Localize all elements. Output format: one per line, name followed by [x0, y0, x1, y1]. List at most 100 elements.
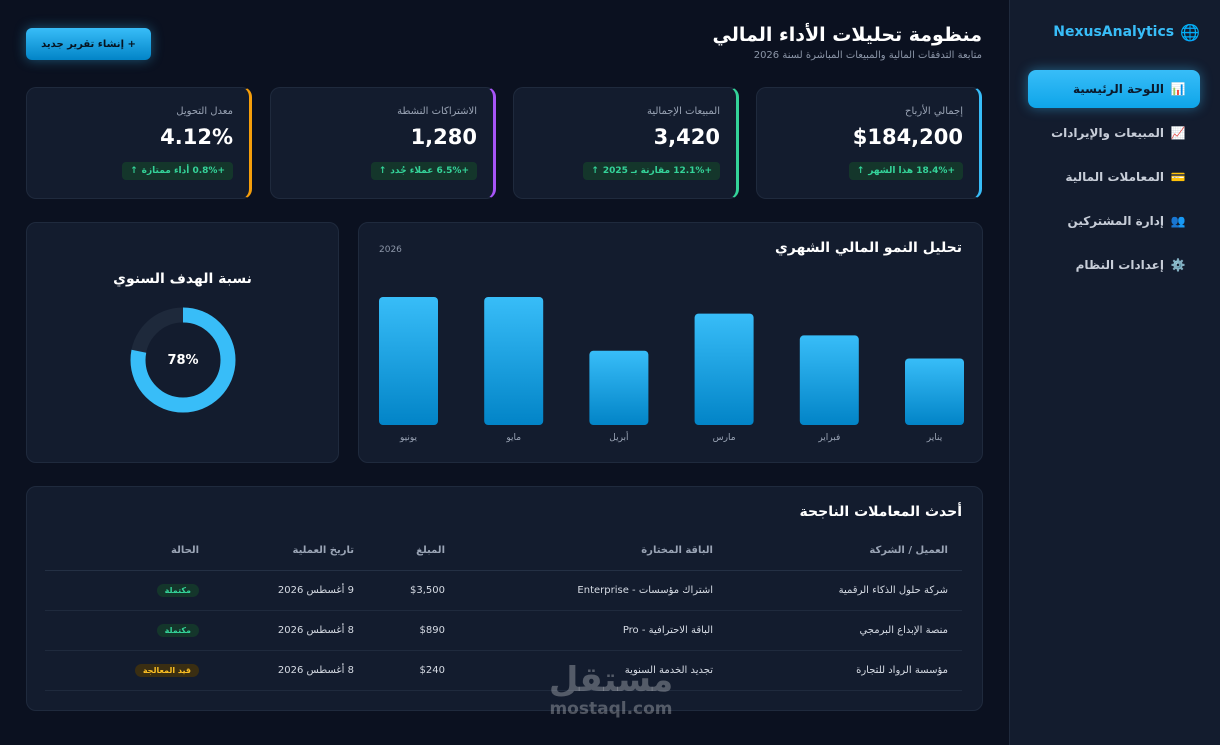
sidebar: NexusAnalytics 🌐 📊 اللوحة الرئيسية 📈 الم… — [1009, 0, 1220, 745]
cell-client: شركة حلول الذكاء الرقمية — [727, 570, 962, 611]
watermark-url: mostaql.com — [549, 699, 673, 719]
cell-date: 9 أغسطس 2026 — [213, 570, 368, 611]
bar-3[interactable] — [694, 313, 754, 425]
bar-5[interactable] — [484, 297, 544, 425]
sidebar-item-label: إدارة المشتركين — [1067, 214, 1164, 228]
bar-1[interactable] — [905, 358, 964, 425]
table-row[interactable]: مؤسسة الرواد للتجارة تجديد الخدمة السنوي… — [45, 650, 962, 691]
kpi-label: المبيعات الإجمالية — [646, 106, 720, 117]
x-tick-label: يونيو — [399, 433, 418, 443]
arrow-up-icon: ↑ — [130, 166, 138, 176]
kpi-trend-badge: +12.1% مقارنة بـ 2025 ↑ — [583, 162, 720, 180]
cell-amount: $890 — [368, 610, 459, 651]
goal-percent: 78% — [167, 352, 199, 368]
kpi-trend-badge: +18.4% هذا الشهر ↑ — [848, 162, 963, 180]
x-tick-label: أبريل — [609, 431, 628, 443]
table-row[interactable]: شركة حلول الذكاء الرقمية اشتراك مؤسسات -… — [45, 570, 962, 611]
sidebar-item-transactions[interactable]: 💳 المعاملات المالية — [1028, 158, 1200, 196]
kpi-badge-text: +18.4% هذا الشهر — [868, 166, 955, 176]
cell-amount: $240 — [368, 650, 459, 691]
cell-amount: $3,500 — [368, 570, 459, 611]
sidebar-item-label: اللوحة الرئيسية — [1072, 82, 1164, 96]
bar-4[interactable] — [589, 350, 649, 425]
sidebar-item-subscribers[interactable]: 👥 إدارة المشتركين — [1028, 202, 1200, 240]
table-title: أحدث المعاملات الناجحة — [799, 504, 962, 520]
x-tick-label: فبراير — [817, 433, 840, 443]
kpi-card-subscriptions: الاشتراكات النشطة 1,280 +6.5% عملاء جُدد… — [270, 87, 496, 199]
page-title: منظومة تحليلات الأداء المالي — [712, 24, 982, 46]
sidebar-item-dashboard[interactable]: 📊 اللوحة الرئيسية — [1028, 70, 1200, 108]
arrow-up-icon: ↑ — [591, 166, 599, 176]
table-row[interactable]: منصة الإبداع البرمجي الباقة الاحترافية -… — [45, 610, 962, 651]
bar-6[interactable] — [379, 297, 438, 425]
watermark-logo: مستقل mostaql.com — [536, 660, 686, 718]
goal-title: نسبة الهدف السنوي — [113, 271, 252, 287]
kpi-value: 3,420 — [653, 125, 720, 149]
kpi-label: معدل التحويل — [176, 106, 233, 117]
cell-plan: اشتراك مؤسسات - Enterprise — [459, 570, 727, 611]
kpi-value: 4.12% — [160, 125, 233, 149]
goal-donut-chart — [130, 307, 236, 413]
recent-transactions-card: أحدث المعاملات الناجحة العميل / الشركة ا… — [26, 486, 983, 711]
arrow-up-icon: ↑ — [856, 166, 865, 176]
gear-icon: ⚙️ — [1170, 258, 1186, 272]
column-header-amount: المبلغ — [368, 532, 459, 571]
donut-progress-arc — [130, 307, 236, 413]
kpi-value: $184,200 — [852, 125, 963, 149]
trend-up-icon: 📈 — [1170, 126, 1186, 140]
x-tick-label: يناير — [926, 433, 943, 443]
cell-date: 8 أغسطس 2026 — [213, 610, 368, 651]
column-header-date: تاريخ العملية — [213, 532, 368, 571]
cell-plan: الباقة الاحترافية - Pro — [459, 610, 727, 651]
new-report-button[interactable]: + إنشاء تقرير جديد — [26, 28, 151, 60]
kpi-card-conversion: معدل التحويل 4.12% +0.8% أداء ممتازة ↑ — [26, 87, 252, 199]
status-badge: مكتملة — [156, 583, 199, 597]
watermark-arabic: مستقل — [548, 660, 674, 700]
kpi-card-sales: المبيعات الإجمالية 3,420 +12.1% مقارنة ب… — [513, 87, 739, 199]
brand-name: NexusAnalytics — [1053, 24, 1175, 40]
status-badge: قيد المعالجة — [134, 663, 199, 677]
column-header-status: الحالة — [45, 532, 213, 571]
sidebar-nav: 📊 اللوحة الرئيسية 📈 المبيعات والإيرادات … — [1028, 70, 1200, 290]
credit-card-icon: 💳 — [1170, 170, 1186, 184]
sidebar-item-label: إعدادات النظام — [1075, 258, 1164, 272]
page-subtitle: متابعة التدفقات المالية والمبيعات المباش… — [753, 50, 982, 61]
monthly-growth-chart: يناير فبراير مارس أبريل مايو يونيو تحليل النم… — [358, 222, 983, 463]
kpi-card-profits: إجمالي الأرباح $184,200 +18.4% هذا الشهر… — [756, 87, 982, 199]
table-header-row: العميل / الشركة الباقة المختارة المبلغ ت… — [45, 532, 962, 571]
bar-chart-icon: 📊 — [1170, 82, 1186, 96]
kpi-value: 1,280 — [410, 125, 477, 149]
brand-logo[interactable]: NexusAnalytics 🌐 — [1053, 20, 1200, 44]
sidebar-item-sales[interactable]: 📈 المبيعات والإيرادات — [1028, 114, 1200, 152]
kpi-trend-badge: +0.8% أداء ممتازة ↑ — [122, 162, 233, 180]
transactions-table: العميل / الشركة الباقة المختارة المبلغ ت… — [45, 532, 962, 691]
bar-2[interactable] — [799, 335, 859, 425]
kpi-badge-text: +0.8% أداء ممتازة — [141, 166, 225, 176]
sidebar-item-label: المبيعات والإيرادات — [1051, 126, 1164, 140]
cell-status: مكتملة — [45, 610, 213, 651]
arrow-up-icon: ↑ — [378, 166, 387, 176]
users-icon: 👥 — [1170, 214, 1186, 228]
kpi-label: الاشتراكات النشطة — [397, 106, 477, 117]
cell-status: مكتملة — [45, 570, 213, 611]
x-tick-label: مايو — [505, 433, 521, 443]
bar-chart-svg: يناير فبراير مارس أبريل مايو يونيو — [379, 297, 964, 443]
status-badge: مكتملة — [156, 623, 199, 637]
sidebar-item-label: المعاملات المالية — [1065, 170, 1164, 184]
chart-title: تحليل النمو المالي الشهري — [774, 240, 962, 256]
cell-plan: تجديد الخدمة السنوية — [459, 650, 727, 691]
column-header-plan: الباقة المختارة — [459, 532, 727, 571]
cell-date: 8 أغسطس 2026 — [213, 650, 368, 691]
kpi-badge-text: +12.1% مقارنة بـ 2025 — [602, 166, 712, 176]
cell-client: منصة الإبداع البرمجي — [727, 610, 962, 651]
x-tick-label: مارس — [713, 433, 736, 443]
globe-icon: 🌐 — [1180, 22, 1200, 42]
cell-status: قيد المعالجة — [45, 650, 213, 691]
kpi-label: إجمالي الأرباح — [905, 106, 963, 117]
sidebar-item-settings[interactable]: ⚙️ إعدادات النظام — [1028, 246, 1200, 284]
kpi-badge-text: +6.5% عملاء جُدد — [390, 166, 469, 176]
column-header-client: العميل / الشركة — [727, 532, 962, 571]
cell-client: مؤسسة الرواد للتجارة — [727, 650, 962, 691]
kpi-trend-badge: +6.5% عملاء جُدد ↑ — [370, 162, 477, 180]
chart-year-label: 2026 — [379, 245, 402, 255]
